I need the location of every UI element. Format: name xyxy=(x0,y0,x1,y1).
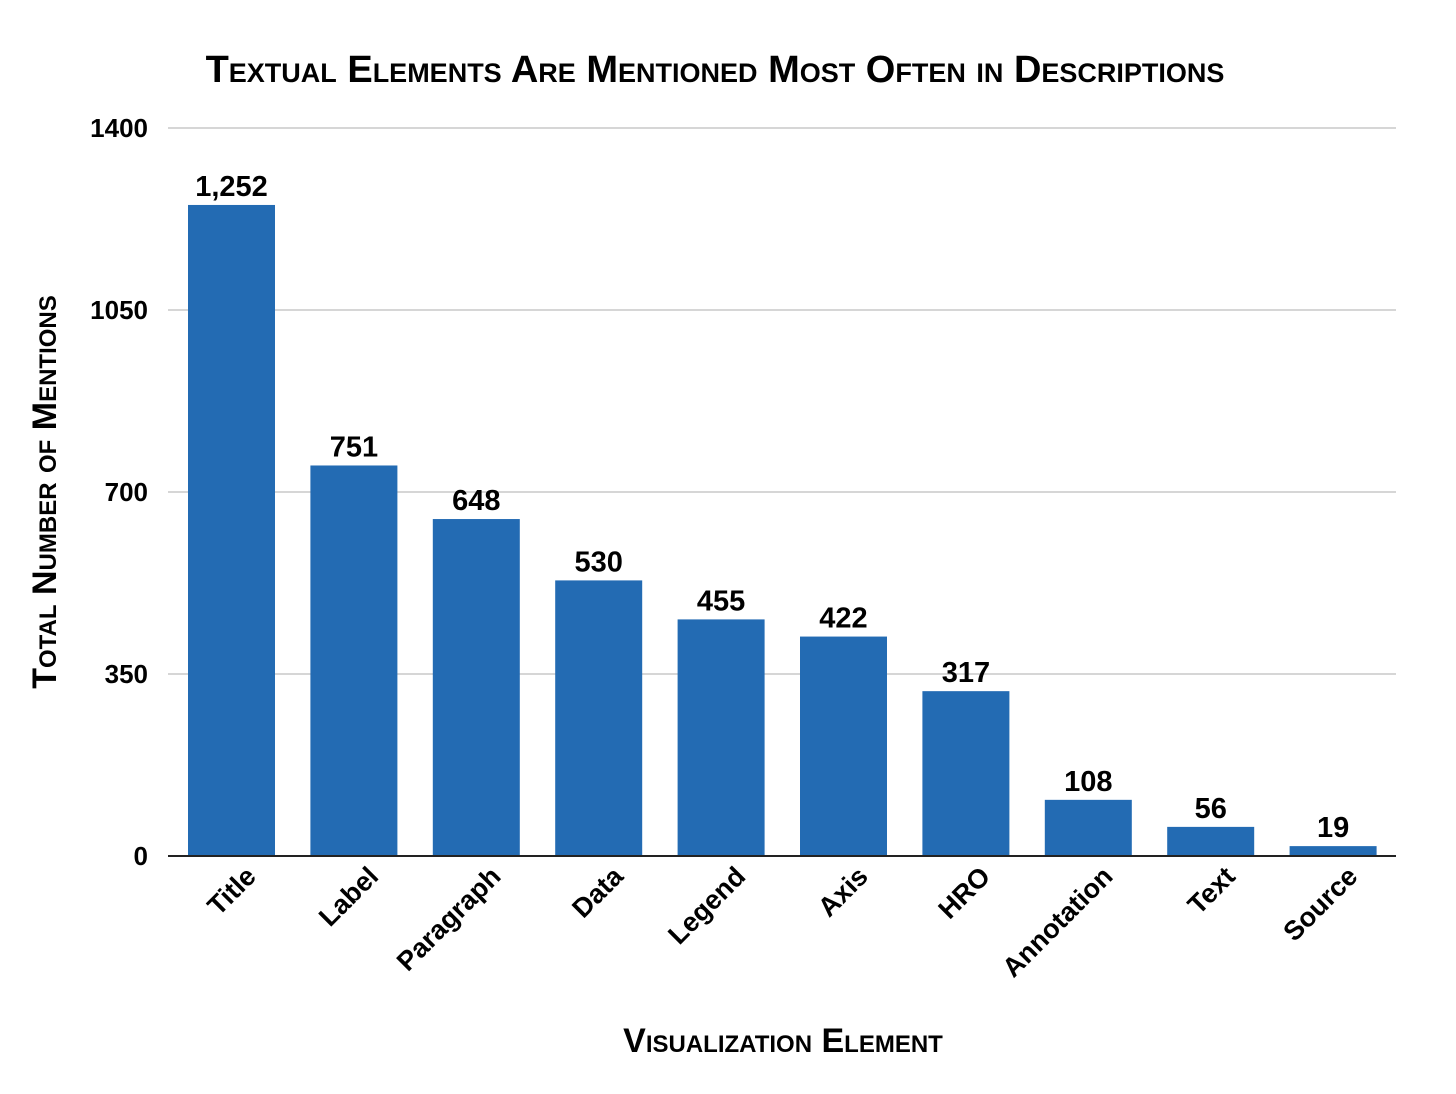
y-tick-label: 350 xyxy=(105,659,148,689)
data-label: 317 xyxy=(942,657,990,689)
bar-data xyxy=(555,580,643,856)
data-label: 108 xyxy=(1064,766,1112,798)
bars xyxy=(188,204,1377,856)
data-label: 455 xyxy=(697,585,745,617)
data-label: 530 xyxy=(575,546,623,578)
y-axis-title: Total Number of Mentions xyxy=(26,295,64,689)
bar-text xyxy=(1167,826,1255,856)
x-category-label: Label xyxy=(313,861,384,932)
y-tick-label: 0 xyxy=(134,841,148,871)
x-category-label: Annotation xyxy=(997,861,1119,983)
y-axis-ticks: 0 350 700 1050 1400 xyxy=(90,113,148,871)
data-labels: 1,252 751 648 530 455 422 317 108 56 19 xyxy=(195,171,1349,844)
chart-title: Textual Elements Are Mentioned Most Ofte… xyxy=(206,49,1225,91)
data-label: 422 xyxy=(819,603,867,635)
bar-legend xyxy=(677,619,765,856)
bar-hro xyxy=(922,691,1010,856)
x-axis-categories: Title Label Paragraph Data Legend Axis HRO Anno… xyxy=(202,860,1364,983)
x-category-label: Paragraph xyxy=(391,861,507,977)
y-tick-label: 1050 xyxy=(90,295,148,325)
bar-annotation xyxy=(1044,799,1132,856)
x-category-label: Source xyxy=(1277,861,1363,947)
bar-label xyxy=(310,465,398,856)
data-label: 56 xyxy=(1195,793,1227,825)
bar-axis xyxy=(800,636,887,856)
x-category-label: Axis xyxy=(812,861,874,923)
bar-paragraph xyxy=(432,519,520,856)
bar-source xyxy=(1289,846,1377,856)
x-category-label: Title xyxy=(202,861,262,921)
x-category-label: HRO xyxy=(933,861,997,925)
x-category-label: Legend xyxy=(662,861,751,950)
bar-title xyxy=(188,204,275,856)
y-tick-label: 1400 xyxy=(90,113,148,143)
x-category-label: Data xyxy=(566,860,629,923)
data-label: 19 xyxy=(1317,812,1349,844)
x-category-label: Text xyxy=(1182,861,1241,920)
data-label: 751 xyxy=(330,431,378,463)
data-label: 648 xyxy=(452,485,500,517)
data-label: 1,252 xyxy=(195,171,268,203)
y-tick-label: 700 xyxy=(105,477,148,507)
x-axis-title: Visualization Element xyxy=(623,1022,943,1060)
